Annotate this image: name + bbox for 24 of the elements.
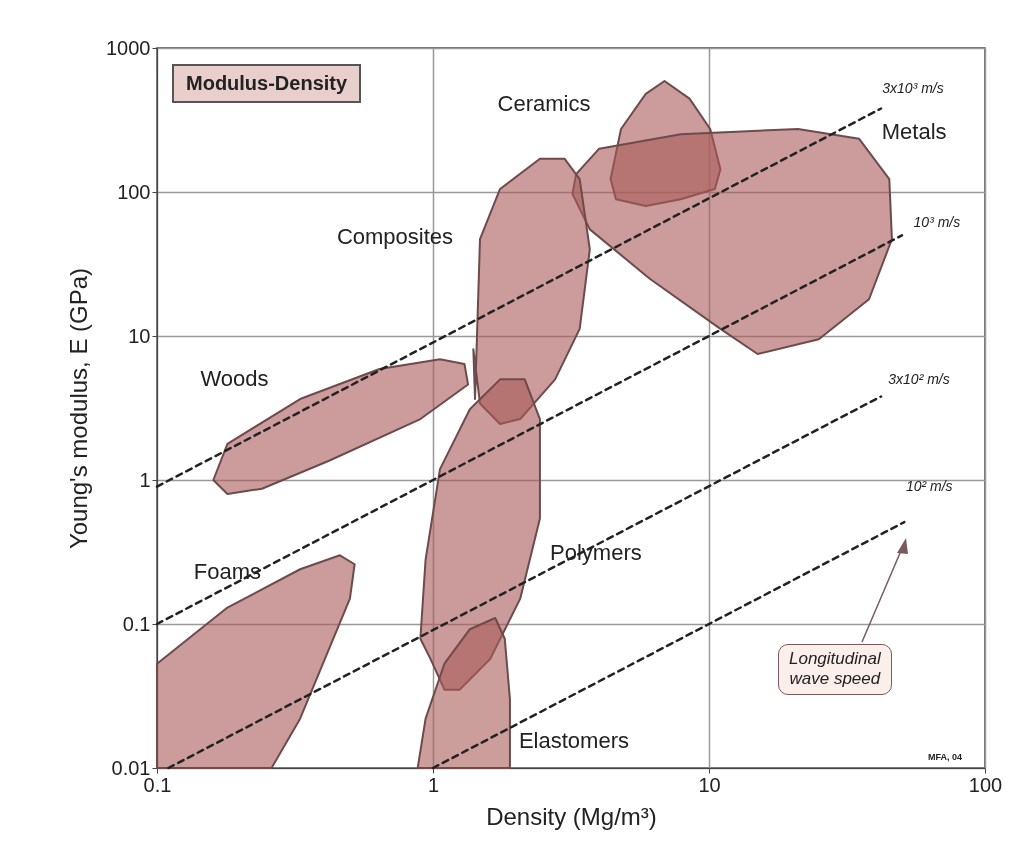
series-label: 3x10² m/s	[888, 370, 950, 387]
y-axis-title: Young's modulus, E (GPa)	[65, 267, 93, 550]
y-tick-label: 1	[139, 468, 151, 491]
x-tick-label: 1	[427, 773, 440, 796]
y-tick-label: 0.1	[122, 612, 151, 635]
series-label: Woods	[200, 365, 269, 391]
series-label: 10³ m/s	[913, 214, 961, 231]
y-tick-label: 100	[117, 180, 151, 203]
series-label: Elastomers	[518, 728, 629, 754]
y-tick-label: 1000	[106, 36, 151, 59]
series-label: Foams	[193, 558, 262, 584]
y-tick-label: 10	[128, 324, 151, 347]
annotation: Longitudinal wave speed	[778, 644, 892, 695]
series-label: Ceramics	[497, 90, 591, 116]
x-tick-label: 100	[968, 773, 1003, 796]
y-tick-label: 0.01	[111, 756, 151, 779]
series-label: Composites	[336, 224, 454, 250]
annotation: Modulus-Density	[172, 64, 362, 103]
text: 10² m/s	[905, 478, 953, 495]
x-axis-title: Density (Mg/m³)	[486, 802, 657, 830]
annotation: MFA, 04	[928, 752, 963, 762]
x-tick-label: 10	[698, 773, 721, 796]
series-label: Metals	[881, 118, 947, 144]
series-label: 3x10³ m/s	[882, 79, 944, 96]
